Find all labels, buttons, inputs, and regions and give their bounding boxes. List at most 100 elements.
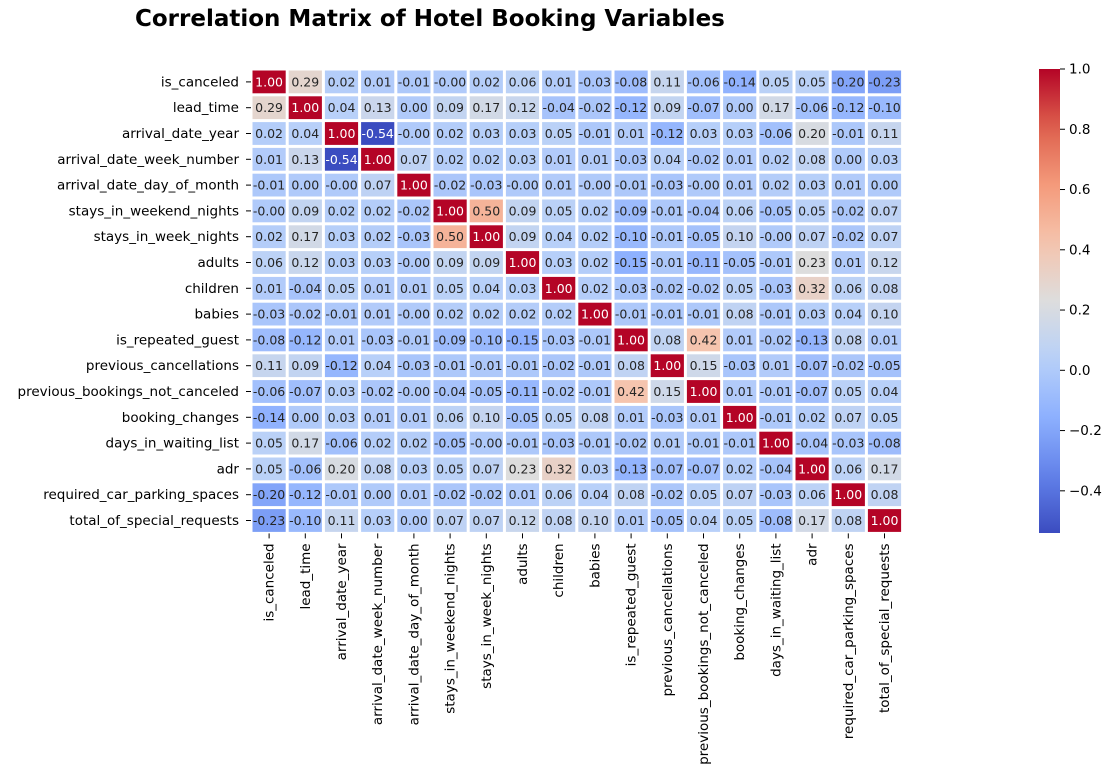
- heatmap-cell: [759, 380, 793, 403]
- heatmap-cell: [795, 457, 829, 481]
- cell-value-label: 0.01: [653, 436, 681, 451]
- cell-value-label: 0.06: [255, 255, 283, 270]
- heatmap-cell: [361, 276, 395, 300]
- cell-value-label: -0.13: [615, 461, 647, 476]
- heatmap-cell: [324, 96, 359, 120]
- cell-value-label: -0.12: [615, 100, 647, 115]
- colorbar-tick-label: 0.0: [1069, 363, 1090, 379]
- heatmap-cell: [397, 457, 431, 481]
- cell-value-label: 0.05: [762, 74, 790, 89]
- cell-value-label: 1.00: [291, 100, 319, 115]
- heatmap-cell: [650, 380, 684, 403]
- cell-value-label: 0.08: [653, 332, 681, 347]
- heatmap-cell: [578, 276, 612, 300]
- cell-value-label: -0.01: [687, 436, 719, 451]
- cell-value-label: -0.10: [868, 100, 900, 115]
- cell-value-label: 0.00: [871, 178, 899, 193]
- heatmap-cell: [686, 199, 721, 223]
- heatmap-cell: [469, 405, 503, 429]
- cell-value-label: -0.03: [724, 358, 756, 373]
- cell-value-label: -0.12: [289, 332, 321, 347]
- cell-value-label: 0.06: [834, 281, 862, 296]
- cell-value-label: -0.02: [651, 487, 683, 502]
- cell-value-label: 0.01: [364, 410, 392, 425]
- heatmap-cell: [252, 380, 286, 403]
- y-tick-label: required_car_parking_spaces: [43, 487, 239, 503]
- heatmap-cell: [686, 122, 721, 145]
- cell-value-label: 1.00: [871, 513, 899, 528]
- heatmap-cell: [433, 431, 467, 455]
- cell-value-label: 0.07: [472, 513, 500, 528]
- cell-value-label: -0.01: [579, 126, 611, 141]
- heatmap-cell: [650, 328, 684, 352]
- heatmap-cell: [650, 225, 684, 249]
- cell-value-label: 0.23: [509, 461, 537, 476]
- heatmap-cell: [542, 380, 576, 403]
- heatmap-cell: [686, 276, 721, 300]
- x-tick-label: arrival_date_year: [334, 543, 350, 660]
- heatmap-cell: [324, 276, 359, 300]
- heatmap-cell: [505, 354, 540, 378]
- heatmap-cell: [397, 199, 431, 223]
- heatmap-cell: [397, 302, 431, 326]
- heatmap-cell: [361, 147, 395, 171]
- cell-value-label: -0.03: [543, 332, 575, 347]
- heatmap-cell: [505, 405, 540, 429]
- cell-value-label: -0.03: [470, 178, 502, 193]
- cell-value-label: -0.02: [434, 178, 466, 193]
- cell-value-label: -0.01: [651, 203, 683, 218]
- heatmap-cell: [614, 173, 648, 197]
- cell-value-label: 0.02: [328, 74, 356, 89]
- x-tick-label: adults: [515, 543, 531, 584]
- heatmap-cell: [288, 70, 322, 94]
- cell-value-label: -0.03: [760, 487, 792, 502]
- heatmap-cell: [505, 431, 540, 455]
- heatmap-cell: [578, 380, 612, 403]
- heatmap-cell: [723, 96, 757, 120]
- cell-value-label: 0.17: [871, 461, 899, 476]
- heatmap-cell: [252, 173, 286, 197]
- cell-value-label: 1.00: [364, 152, 392, 167]
- heatmap-cell: [324, 483, 359, 507]
- heatmap-cell: [723, 328, 757, 352]
- cell-value-label: -0.08: [253, 332, 285, 347]
- heatmap-cell: [252, 405, 286, 429]
- cell-value-label: 0.01: [726, 152, 754, 167]
- cell-value-label: 0.02: [472, 74, 500, 89]
- cell-value-label: -0.06: [796, 100, 828, 115]
- heatmap-cell: [361, 122, 395, 145]
- cell-value-label: 0.01: [400, 410, 428, 425]
- heatmap-cell: [614, 457, 648, 481]
- cell-value-label: -0.02: [832, 229, 864, 244]
- cell-value-label: 0.00: [291, 410, 319, 425]
- cell-value-label: -0.09: [434, 332, 466, 347]
- heatmap-cell: [469, 328, 503, 352]
- heatmap-cell: [397, 380, 431, 403]
- cell-value-label: -0.01: [832, 126, 864, 141]
- heatmap-cell: [578, 147, 612, 171]
- cell-value-label: -0.54: [362, 126, 394, 141]
- heatmap-cell: [397, 96, 431, 120]
- cell-value-label: -0.01: [687, 307, 719, 322]
- cell-value-label: -0.07: [687, 100, 719, 115]
- y-tick-label: babies: [194, 307, 239, 323]
- heatmap-cell: [324, 70, 359, 94]
- heatmap-cell: [650, 457, 684, 481]
- cell-value-label: 0.04: [545, 229, 573, 244]
- heatmap-cell: [614, 147, 648, 171]
- cell-value-label: 0.06: [726, 203, 754, 218]
- heatmap-cell: [433, 70, 467, 94]
- cell-value-label: 0.02: [798, 410, 826, 425]
- heatmap-cell: [578, 328, 612, 352]
- heatmap-cell: [505, 225, 540, 249]
- cell-value-label: 0.01: [617, 126, 645, 141]
- heatmap-cell: [759, 225, 793, 249]
- cell-value-label: 1.00: [834, 487, 862, 502]
- heatmap-cell: [433, 147, 467, 171]
- cell-value-label: -0.00: [398, 307, 430, 322]
- heatmap-cell: [831, 70, 865, 94]
- cell-value-label: -0.01: [615, 307, 647, 322]
- heatmap-cell: [288, 380, 322, 403]
- cell-value-label: -0.05: [868, 358, 900, 373]
- heatmap-cell: [723, 354, 757, 378]
